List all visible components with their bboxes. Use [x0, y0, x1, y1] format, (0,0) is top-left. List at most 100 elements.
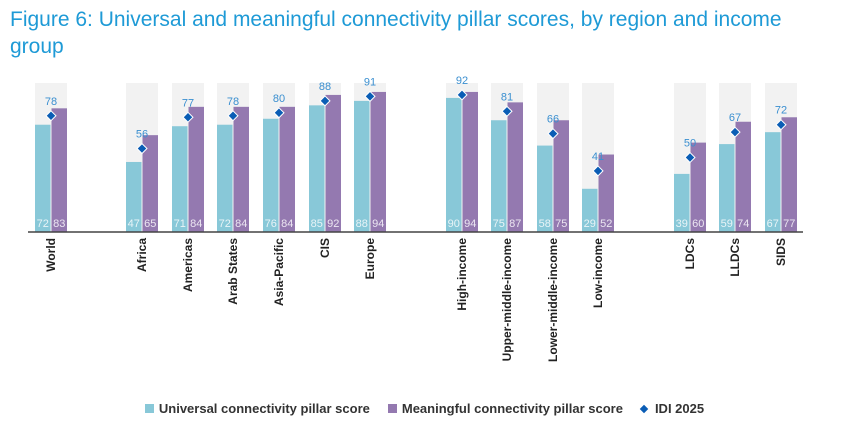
bar-universal — [217, 124, 233, 232]
legend-item-idi: IDI 2025 — [639, 401, 705, 416]
bar-meaningful — [507, 102, 523, 233]
value-label-universal: 76 — [265, 218, 277, 230]
idi-label: 88 — [319, 81, 331, 93]
legend-label: Meaningful connectivity pillar score — [401, 401, 623, 416]
value-label-meaningful: 52 — [600, 218, 612, 230]
idi-label: 81 — [501, 91, 513, 103]
category-label: CIS — [318, 238, 332, 258]
bar-universal — [582, 188, 598, 232]
value-label-meaningful: 84 — [281, 218, 293, 230]
bar-meaningful — [553, 120, 569, 232]
category-label: Asia-Pacific — [272, 238, 286, 306]
bar-universal — [126, 161, 142, 232]
category-label: Upper-middle-income — [500, 238, 514, 362]
value-label-meaningful: 74 — [737, 218, 749, 230]
legend: Universal connectivity pillar score Mean… — [0, 401, 849, 416]
idi-label: 66 — [547, 114, 559, 126]
chart-title: Figure 6: Universal and meaningful conne… — [10, 8, 782, 58]
idi-label: 72 — [775, 105, 787, 117]
legend-swatch — [144, 404, 154, 413]
legend-label: Universal connectivity pillar score — [158, 401, 370, 416]
value-label-meaningful: 84 — [235, 218, 247, 230]
bar-meaningful — [188, 106, 204, 232]
value-label-universal: 71 — [174, 218, 186, 230]
legend-item-universal: Universal connectivity pillar score — [144, 401, 370, 416]
value-label-universal: 88 — [356, 218, 368, 230]
idi-marker — [684, 151, 696, 164]
bar-meaningful — [462, 91, 478, 232]
idi-marker — [592, 165, 604, 177]
value-label-meaningful: 94 — [464, 218, 476, 230]
idi-label: 80 — [273, 93, 285, 105]
bar-chart: 72 83 78 World 47 65 56 Africa 71 84 77 Americas 72 8… — [28, 75, 803, 362]
bar-universal — [674, 173, 690, 232]
idi-label: 56 — [136, 129, 148, 141]
legend-label: IDI 2025 — [654, 401, 705, 416]
category-label: World — [44, 238, 58, 272]
bar-universal — [35, 124, 51, 232]
bar-meaningful — [279, 106, 295, 232]
value-label-universal: 47 — [128, 218, 140, 230]
idi-marker — [227, 110, 239, 122]
value-label-meaningful: 65 — [144, 218, 156, 230]
value-label-universal: 90 — [448, 218, 460, 230]
value-label-universal: 72 — [37, 218, 49, 230]
bar-universal — [172, 126, 188, 232]
value-label-meaningful: 60 — [692, 218, 704, 230]
idi-marker — [729, 126, 741, 138]
value-label-universal: 39 — [676, 218, 688, 230]
value-label-meaningful: 94 — [372, 218, 384, 230]
bar-meaningful — [781, 117, 797, 232]
value-label-universal: 67 — [767, 218, 779, 230]
category-label: LDCs — [683, 238, 697, 270]
bar-universal — [309, 105, 325, 232]
value-label-universal: 75 — [493, 218, 505, 230]
idi-marker — [456, 89, 468, 101]
bar-meaningful — [325, 94, 341, 232]
bar-meaningful — [233, 106, 249, 232]
category-label: SIDS — [774, 238, 788, 266]
category-label: Americas — [181, 238, 195, 292]
idi-marker — [182, 111, 194, 123]
bar-universal — [537, 145, 553, 232]
diamond-icon — [639, 404, 649, 413]
idi-marker — [364, 90, 376, 103]
value-label-meaningful: 77 — [783, 218, 795, 230]
bar-universal — [354, 100, 370, 232]
legend-swatch — [387, 404, 397, 413]
value-label-meaningful: 75 — [555, 218, 567, 230]
value-label-universal: 72 — [219, 218, 231, 230]
idi-label: 67 — [729, 112, 741, 124]
idi-marker — [319, 95, 331, 107]
value-label-meaningful: 87 — [509, 218, 521, 230]
bar-universal — [765, 132, 781, 232]
value-label-universal: 58 — [539, 218, 551, 230]
idi-marker — [45, 110, 57, 122]
category-label: Lower-middle-income — [546, 238, 560, 362]
bar-universal — [491, 120, 507, 232]
value-label-universal: 29 — [584, 218, 596, 230]
bar-universal — [263, 118, 279, 232]
value-label-universal: 85 — [311, 218, 323, 230]
category-label: Africa — [135, 238, 149, 272]
idi-label: 91 — [364, 76, 376, 88]
bar-meaningful — [370, 91, 386, 232]
category-label: High-income — [455, 238, 469, 311]
legend-item-meaningful: Meaningful connectivity pillar score — [387, 401, 623, 416]
idi-marker — [501, 105, 513, 117]
value-label-meaningful: 92 — [327, 218, 339, 230]
category-label: Arab States — [226, 238, 240, 305]
value-label-universal: 59 — [721, 218, 733, 230]
bar-universal — [446, 97, 462, 233]
value-label-meaningful: 83 — [53, 218, 65, 230]
idi-marker — [273, 107, 285, 119]
idi-label: 78 — [227, 96, 239, 108]
bar-meaningful — [51, 108, 67, 232]
idi-marker — [547, 128, 559, 140]
bar-meaningful — [690, 142, 706, 232]
category-label: LLDCs — [728, 238, 742, 277]
idi-label: 41 — [592, 151, 604, 163]
idi-marker — [775, 119, 787, 131]
idi-marker — [136, 142, 148, 155]
idi-label: 50 — [684, 138, 696, 150]
